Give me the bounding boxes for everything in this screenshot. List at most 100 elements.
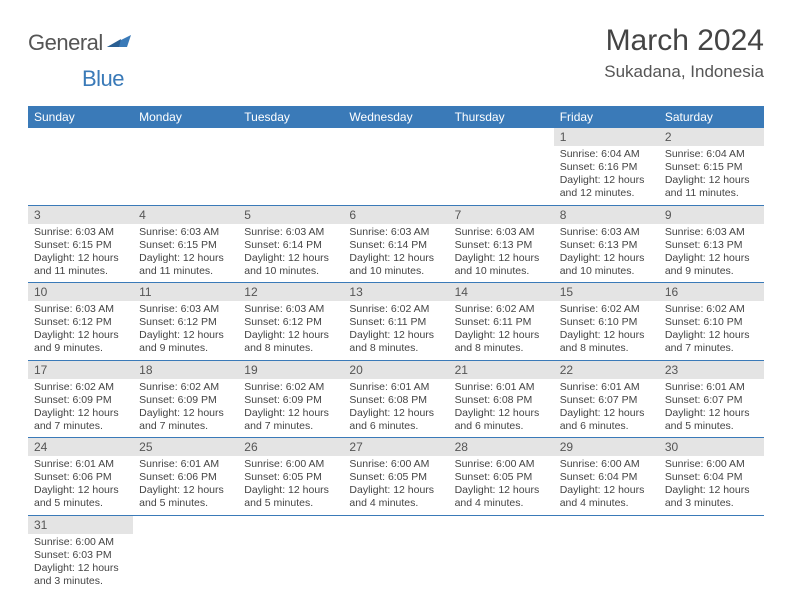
day-number: 31	[28, 516, 133, 534]
calendar-day-cell: 30Sunrise: 6:00 AMSunset: 6:04 PMDayligh…	[659, 438, 764, 516]
day-number: 23	[659, 361, 764, 379]
day-number: 13	[343, 283, 448, 301]
calendar-day-cell	[133, 515, 238, 592]
calendar-day-cell: 4Sunrise: 6:03 AMSunset: 6:15 PMDaylight…	[133, 205, 238, 283]
day-number: 26	[238, 438, 343, 456]
calendar-day-cell: 3Sunrise: 6:03 AMSunset: 6:15 PMDaylight…	[28, 205, 133, 283]
calendar-day-cell: 16Sunrise: 6:02 AMSunset: 6:10 PMDayligh…	[659, 283, 764, 361]
day-details: Sunrise: 6:02 AMSunset: 6:10 PMDaylight:…	[659, 301, 764, 360]
calendar-day-cell: 2Sunrise: 6:04 AMSunset: 6:15 PMDaylight…	[659, 128, 764, 205]
calendar-day-cell: 26Sunrise: 6:00 AMSunset: 6:05 PMDayligh…	[238, 438, 343, 516]
day-number: 7	[449, 206, 554, 224]
calendar-day-cell	[343, 128, 448, 205]
calendar-day-cell: 14Sunrise: 6:02 AMSunset: 6:11 PMDayligh…	[449, 283, 554, 361]
calendar-table: Sunday Monday Tuesday Wednesday Thursday…	[28, 106, 764, 592]
day-number: 4	[133, 206, 238, 224]
calendar-day-cell	[449, 128, 554, 205]
day-number: 27	[343, 438, 448, 456]
day-number: 1	[554, 128, 659, 146]
day-number: 30	[659, 438, 764, 456]
weekday-header: Friday	[554, 106, 659, 128]
weekday-header: Sunday	[28, 106, 133, 128]
calendar-day-cell: 11Sunrise: 6:03 AMSunset: 6:12 PMDayligh…	[133, 283, 238, 361]
calendar-day-cell: 6Sunrise: 6:03 AMSunset: 6:14 PMDaylight…	[343, 205, 448, 283]
weekday-header-row: Sunday Monday Tuesday Wednesday Thursday…	[28, 106, 764, 128]
calendar-day-cell: 29Sunrise: 6:00 AMSunset: 6:04 PMDayligh…	[554, 438, 659, 516]
weekday-header: Thursday	[449, 106, 554, 128]
calendar-day-cell: 13Sunrise: 6:02 AMSunset: 6:11 PMDayligh…	[343, 283, 448, 361]
month-title: March 2024	[604, 24, 764, 58]
day-number: 12	[238, 283, 343, 301]
day-details: Sunrise: 6:01 AMSunset: 6:06 PMDaylight:…	[133, 456, 238, 515]
calendar-day-cell: 22Sunrise: 6:01 AMSunset: 6:07 PMDayligh…	[554, 360, 659, 438]
day-number: 29	[554, 438, 659, 456]
calendar-day-cell: 19Sunrise: 6:02 AMSunset: 6:09 PMDayligh…	[238, 360, 343, 438]
day-number: 14	[449, 283, 554, 301]
calendar-day-cell: 7Sunrise: 6:03 AMSunset: 6:13 PMDaylight…	[449, 205, 554, 283]
calendar-day-cell	[449, 515, 554, 592]
calendar-day-cell: 5Sunrise: 6:03 AMSunset: 6:14 PMDaylight…	[238, 205, 343, 283]
day-details: Sunrise: 6:00 AMSunset: 6:05 PMDaylight:…	[238, 456, 343, 515]
calendar-day-cell: 15Sunrise: 6:02 AMSunset: 6:10 PMDayligh…	[554, 283, 659, 361]
day-number: 18	[133, 361, 238, 379]
calendar-day-cell: 27Sunrise: 6:00 AMSunset: 6:05 PMDayligh…	[343, 438, 448, 516]
weekday-header: Saturday	[659, 106, 764, 128]
calendar-day-cell: 18Sunrise: 6:02 AMSunset: 6:09 PMDayligh…	[133, 360, 238, 438]
day-number: 28	[449, 438, 554, 456]
calendar-day-cell: 8Sunrise: 6:03 AMSunset: 6:13 PMDaylight…	[554, 205, 659, 283]
calendar-week-row: 1Sunrise: 6:04 AMSunset: 6:16 PMDaylight…	[28, 128, 764, 205]
day-details: Sunrise: 6:01 AMSunset: 6:06 PMDaylight:…	[28, 456, 133, 515]
calendar-day-cell: 25Sunrise: 6:01 AMSunset: 6:06 PMDayligh…	[133, 438, 238, 516]
day-number: 15	[554, 283, 659, 301]
day-number: 21	[449, 361, 554, 379]
day-details: Sunrise: 6:01 AMSunset: 6:08 PMDaylight:…	[449, 379, 554, 438]
day-number: 22	[554, 361, 659, 379]
weekday-header: Tuesday	[238, 106, 343, 128]
day-details: Sunrise: 6:00 AMSunset: 6:03 PMDaylight:…	[28, 534, 133, 593]
calendar-day-cell	[238, 515, 343, 592]
day-details: Sunrise: 6:03 AMSunset: 6:15 PMDaylight:…	[28, 224, 133, 283]
day-details: Sunrise: 6:01 AMSunset: 6:07 PMDaylight:…	[659, 379, 764, 438]
day-details: Sunrise: 6:00 AMSunset: 6:04 PMDaylight:…	[659, 456, 764, 515]
day-details: Sunrise: 6:03 AMSunset: 6:13 PMDaylight:…	[449, 224, 554, 283]
calendar-day-cell	[28, 128, 133, 205]
day-details: Sunrise: 6:02 AMSunset: 6:11 PMDaylight:…	[343, 301, 448, 360]
day-details: Sunrise: 6:03 AMSunset: 6:15 PMDaylight:…	[133, 224, 238, 283]
day-details: Sunrise: 6:03 AMSunset: 6:14 PMDaylight:…	[238, 224, 343, 283]
day-details: Sunrise: 6:01 AMSunset: 6:07 PMDaylight:…	[554, 379, 659, 438]
calendar-day-cell: 23Sunrise: 6:01 AMSunset: 6:07 PMDayligh…	[659, 360, 764, 438]
calendar-week-row: 3Sunrise: 6:03 AMSunset: 6:15 PMDaylight…	[28, 205, 764, 283]
calendar-day-cell: 1Sunrise: 6:04 AMSunset: 6:16 PMDaylight…	[554, 128, 659, 205]
calendar-week-row: 24Sunrise: 6:01 AMSunset: 6:06 PMDayligh…	[28, 438, 764, 516]
day-details: Sunrise: 6:00 AMSunset: 6:04 PMDaylight:…	[554, 456, 659, 515]
day-number: 24	[28, 438, 133, 456]
day-number: 16	[659, 283, 764, 301]
calendar-week-row: 31Sunrise: 6:00 AMSunset: 6:03 PMDayligh…	[28, 515, 764, 592]
day-details: Sunrise: 6:02 AMSunset: 6:10 PMDaylight:…	[554, 301, 659, 360]
calendar-page: General March 2024 Sukadana, Indonesia B…	[0, 0, 792, 602]
day-number: 20	[343, 361, 448, 379]
day-details: Sunrise: 6:03 AMSunset: 6:13 PMDaylight:…	[659, 224, 764, 283]
day-details: Sunrise: 6:03 AMSunset: 6:14 PMDaylight:…	[343, 224, 448, 283]
day-details: Sunrise: 6:03 AMSunset: 6:13 PMDaylight:…	[554, 224, 659, 283]
day-details: Sunrise: 6:00 AMSunset: 6:05 PMDaylight:…	[449, 456, 554, 515]
weekday-header: Wednesday	[343, 106, 448, 128]
day-number: 8	[554, 206, 659, 224]
calendar-day-cell: 17Sunrise: 6:02 AMSunset: 6:09 PMDayligh…	[28, 360, 133, 438]
calendar-day-cell	[133, 128, 238, 205]
calendar-day-cell	[238, 128, 343, 205]
day-details: Sunrise: 6:04 AMSunset: 6:15 PMDaylight:…	[659, 146, 764, 205]
logo-text-general: General	[28, 30, 103, 56]
day-details: Sunrise: 6:02 AMSunset: 6:09 PMDaylight:…	[28, 379, 133, 438]
logo-text-blue: Blue	[82, 66, 124, 91]
calendar-day-cell: 31Sunrise: 6:00 AMSunset: 6:03 PMDayligh…	[28, 515, 133, 592]
day-number: 10	[28, 283, 133, 301]
logo-flag-icon	[107, 33, 135, 54]
day-number: 11	[133, 283, 238, 301]
logo: General	[28, 30, 137, 56]
day-details: Sunrise: 6:03 AMSunset: 6:12 PMDaylight:…	[28, 301, 133, 360]
weekday-header: Monday	[133, 106, 238, 128]
calendar-day-cell: 9Sunrise: 6:03 AMSunset: 6:13 PMDaylight…	[659, 205, 764, 283]
calendar-day-cell	[343, 515, 448, 592]
day-details: Sunrise: 6:02 AMSunset: 6:09 PMDaylight:…	[133, 379, 238, 438]
